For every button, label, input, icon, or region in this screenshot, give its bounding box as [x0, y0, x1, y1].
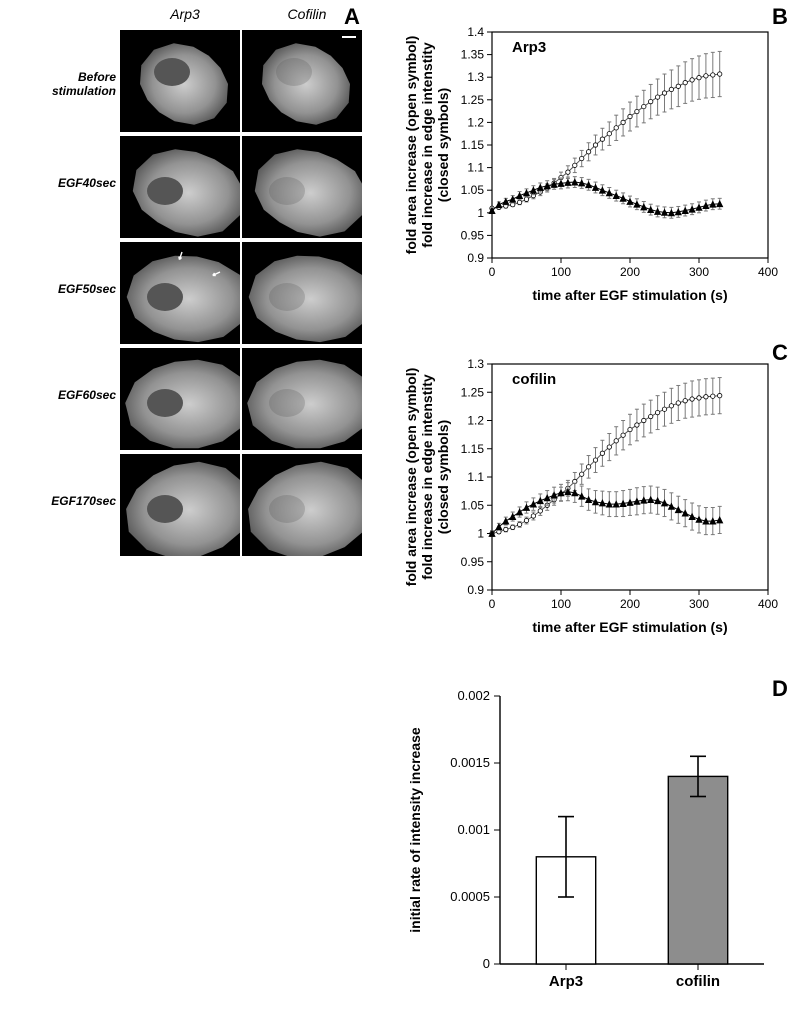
panel-c-svg: 0 100 200 300 400 0.9 0.95 1 1.05 1.1 1.15 1.2 1.25 1…	[400, 352, 780, 642]
svg-text:1.05: 1.05	[461, 183, 485, 197]
svg-text:1.3: 1.3	[467, 70, 484, 84]
svg-text:400: 400	[758, 265, 778, 279]
svg-text:(closed symbols): (closed symbols)	[435, 420, 451, 534]
svg-text:1.05: 1.05	[461, 498, 485, 512]
micro-cell	[242, 242, 362, 344]
svg-text:0.9: 0.9	[467, 251, 484, 265]
svg-text:Arp3: Arp3	[549, 973, 583, 990]
svg-text:0: 0	[489, 597, 496, 611]
svg-text:1.1: 1.1	[467, 470, 484, 484]
svg-text:1.15: 1.15	[461, 442, 485, 456]
micro-cell	[120, 136, 240, 238]
micro-row: Before stimulation	[24, 30, 364, 134]
micro-row: EGF170sec	[24, 454, 364, 558]
panel-d-svg: 0 0.0005 0.001 0.0015 0.002 initial rate of i…	[400, 684, 780, 1004]
svg-text:100: 100	[551, 597, 571, 611]
svg-text:1.2: 1.2	[467, 414, 484, 428]
panel-a-grid: Before stimulationEGF40secEGF50secEGF60s…	[24, 30, 364, 560]
micro-cell	[120, 242, 240, 344]
svg-text:1.25: 1.25	[461, 93, 485, 107]
svg-text:400: 400	[758, 597, 778, 611]
panel-a-col-header-arp3: Arp3	[120, 6, 250, 22]
svg-text:0.001: 0.001	[457, 822, 490, 837]
panel-d-chart: 0 0.0005 0.001 0.0015 0.002 initial rate of i…	[400, 684, 780, 1004]
panel-b-svg: 0 100 200 300 400 0.9 0.95 1 1.05 1.1 1.15 1.2 1.25 1…	[400, 20, 780, 310]
svg-text:fold increase in edge intensti: fold increase in edge intenstity	[419, 42, 435, 248]
svg-text:fold increase in edge intensti: fold increase in edge intenstity	[419, 374, 435, 580]
micro-row: EGF40sec	[24, 136, 364, 240]
micro-cell	[242, 454, 362, 556]
panel-b-chart: 0 100 200 300 400 0.9 0.95 1 1.05 1.1 1.15 1.2 1.25 1…	[400, 20, 780, 310]
micro-cell	[242, 30, 362, 132]
micro-row: EGF50sec	[24, 242, 364, 346]
svg-text:1.1: 1.1	[467, 161, 484, 175]
panel-a-col-header-cofilin: Cofilin	[242, 6, 372, 22]
svg-text:0: 0	[483, 956, 490, 971]
micro-row-label: EGF60sec	[20, 388, 116, 402]
svg-text:0.95: 0.95	[461, 228, 485, 242]
svg-text:1.15: 1.15	[461, 138, 485, 152]
svg-text:fold area increase (open symbo: fold area increase (open symbol)	[403, 368, 419, 587]
micro-row-label: Before stimulation	[20, 70, 116, 98]
micro-cell	[242, 348, 362, 450]
svg-text:(closed symbols): (closed symbols)	[435, 88, 451, 202]
svg-text:0.9: 0.9	[467, 583, 484, 597]
svg-text:cofilin: cofilin	[676, 973, 720, 990]
svg-text:0.0005: 0.0005	[450, 889, 490, 904]
svg-text:1.3: 1.3	[467, 357, 484, 371]
svg-text:200: 200	[620, 597, 640, 611]
micro-row: EGF60sec	[24, 348, 364, 452]
svg-text:0.95: 0.95	[461, 555, 485, 569]
svg-text:1.2: 1.2	[467, 115, 484, 129]
micro-row-label: EGF50sec	[20, 282, 116, 296]
svg-text:0.002: 0.002	[457, 688, 490, 703]
micro-cell	[120, 348, 240, 450]
svg-text:100: 100	[551, 265, 571, 279]
svg-text:cofilin: cofilin	[512, 371, 556, 388]
svg-text:1: 1	[477, 206, 484, 220]
svg-text:time after EGF stimulation (s): time after EGF stimulation (s)	[532, 619, 727, 635]
svg-text:1.4: 1.4	[467, 25, 484, 39]
micro-cell	[120, 454, 240, 556]
svg-text:300: 300	[689, 597, 709, 611]
panel-a-microscopy: Arp3 Cofilin Before stimulationEGF40secE…	[24, 6, 364, 566]
svg-text:1.35: 1.35	[461, 48, 485, 62]
scale-bar	[342, 36, 356, 38]
panel-c-chart: 0 100 200 300 400 0.9 0.95 1 1.05 1.1 1.15 1.2 1.25 1…	[400, 352, 780, 642]
svg-text:Arp3: Arp3	[512, 39, 546, 56]
svg-text:time after EGF stimulation (s): time after EGF stimulation (s)	[532, 287, 727, 303]
micro-cell	[242, 136, 362, 238]
micro-row-label: EGF40sec	[20, 176, 116, 190]
micro-cell	[120, 30, 240, 132]
svg-text:1: 1	[477, 527, 484, 541]
svg-text:200: 200	[620, 265, 640, 279]
svg-text:1.25: 1.25	[461, 385, 485, 399]
svg-text:300: 300	[689, 265, 709, 279]
svg-text:0: 0	[489, 265, 496, 279]
micro-row-label: EGF170sec	[20, 494, 116, 508]
svg-text:fold area increase (open symbo: fold area increase (open symbol)	[403, 36, 419, 255]
svg-text:0.0015: 0.0015	[450, 755, 490, 770]
figure-root: A B C D Arp3 Cofilin Before stimulationE…	[0, 0, 800, 1022]
svg-text:initial rate of intensity incr: initial rate of intensity increase	[407, 727, 423, 933]
